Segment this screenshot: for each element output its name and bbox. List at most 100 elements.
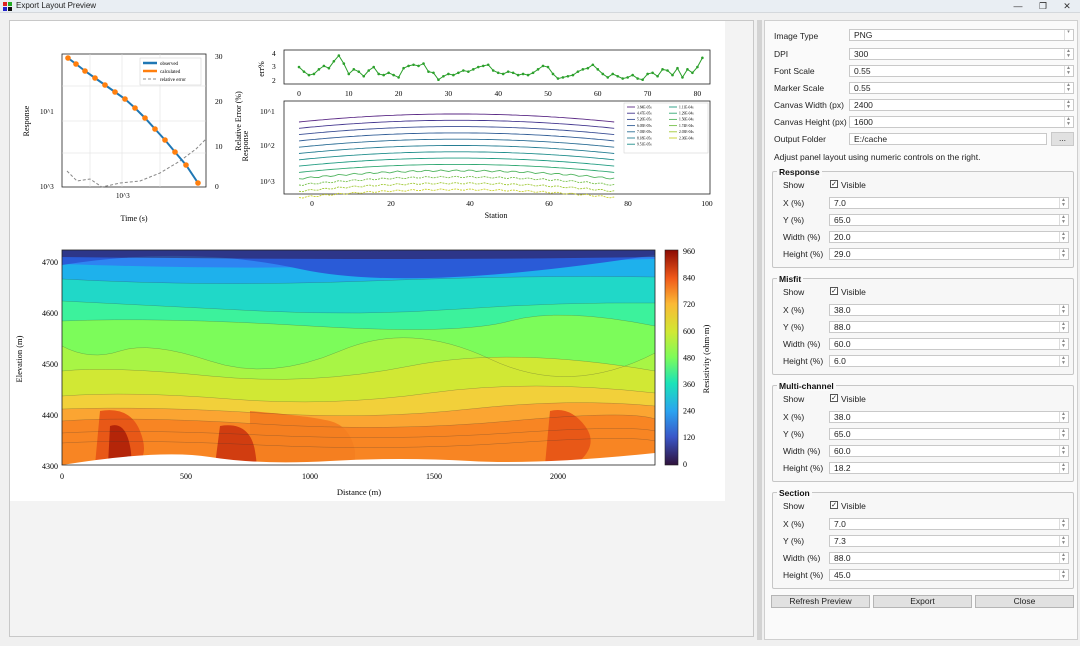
spin-arrows-icon[interactable]: ▲ ▼ [1064,83,1072,93]
spin-arrows-icon[interactable]: ▲ ▼ [1064,117,1072,127]
spin-arrows-icon[interactable]: ▲ ▼ [1059,356,1067,366]
width-label: Width (%) [783,232,821,242]
y-spinbox[interactable]: 65.0 ▲ ▼ [829,214,1069,226]
spin-arrows-icon[interactable]: ▲ ▼ [1059,463,1067,473]
misfit-point [661,68,664,71]
width-spinbox[interactable]: 60.0 ▲ ▼ [829,338,1069,350]
width-value: 88.0 [834,553,851,563]
misfit-point [422,62,425,65]
mc-legend-label: 1.50E-04s [679,118,694,122]
mc-legend-label: 1.74E-04s [679,124,694,128]
y-value: 65.0 [834,215,851,225]
visible-checkbox[interactable]: ✓ [830,287,838,295]
window-title: Export Layout Preview [16,1,97,10]
misfit-point [412,63,415,67]
spin-arrows-icon[interactable]: ▲ ▼ [1059,322,1067,332]
spin-arrows-icon[interactable]: ▲ ▼ [1059,215,1067,225]
spin-arrows-icon[interactable]: ▲ ▼ [1059,412,1067,422]
spin-arrows-icon[interactable]: ▲ ▼ [1059,232,1067,242]
canvas-height-spinbox[interactable]: 1600 ▲ ▼ [849,116,1074,128]
visible-checkbox[interactable]: ✓ [830,394,838,402]
spin-arrows-icon[interactable]: ▲ ▼ [1059,249,1067,259]
width-spinbox[interactable]: 60.0 ▲ ▼ [829,445,1069,457]
misfit-point [501,72,505,76]
calculated-marker [65,55,71,61]
y-spinbox[interactable]: 65.0 ▲ ▼ [829,428,1069,440]
calculated-marker [82,68,88,74]
mc-xtick: 20 [387,199,395,208]
group-title: Response [777,167,822,177]
output-folder-input[interactable]: E:/cache [849,133,1047,145]
section-ytick: 4300 [42,462,58,471]
multichannel-curve [298,132,615,142]
spin-arrows-icon[interactable]: ▲ ▼ [1059,339,1067,349]
panel-splitter[interactable] [757,20,762,640]
spin-arrows-icon[interactable]: ▲ ▼ [1059,553,1067,563]
spin-arrows-icon[interactable]: ▲ ▼ [1059,429,1067,439]
section-plot: 4700 4600 4500 4400 4300 0 500 1000 1500 2000 El… [14,247,711,497]
x-spinbox[interactable]: 7.0 ▲ ▼ [829,518,1069,530]
visible-label: Visible [841,394,866,404]
font-scale-spinbox[interactable]: 0.55 ▲ ▼ [849,65,1074,77]
calculated-marker [172,149,178,155]
x-spinbox[interactable]: 7.0 ▲ ▼ [829,197,1069,209]
spin-arrows-icon[interactable]: ▲ ▼ [1064,49,1072,59]
mc-legend-label: 3.84E-05s [637,105,652,109]
canvas-height-label: Canvas Height (px) [774,117,847,127]
misfit-point [686,68,689,71]
section-xtick: 1000 [302,472,318,481]
misfit-point [551,72,555,76]
width-spinbox[interactable]: 88.0 ▲ ▼ [829,552,1069,564]
marker-scale-spinbox[interactable]: 0.55 ▲ ▼ [849,82,1074,94]
minimize-button[interactable]: — [1013,1,1023,11]
misfit-point [646,72,649,76]
close-button[interactable]: Close [975,595,1074,608]
misfit-point [476,65,480,69]
spin-arrows-icon[interactable]: ▲ ▼ [1064,100,1072,110]
mc-xtick: 100 [701,199,713,208]
mc-ytick-2: 10^2 [260,141,275,150]
spin-arrows-icon[interactable]: ▲ ▼ [1059,536,1067,546]
visible-checkbox[interactable]: ✓ [830,180,838,188]
misfit-point [511,71,515,75]
x-spinbox[interactable]: 38.0 ▲ ▼ [829,304,1069,316]
height-spinbox[interactable]: 18.2 ▲ ▼ [829,462,1069,474]
image-type-select[interactable]: PNG ▾ [849,29,1074,41]
close-window-button[interactable]: ✕ [1063,1,1071,11]
browse-button[interactable]: ... [1051,132,1074,146]
misfit-point [626,76,629,79]
spin-arrows-icon[interactable]: ▲ ▼ [1064,66,1072,76]
x-value: 7.0 [834,198,846,208]
section-xlabel: Distance (m) [337,487,381,497]
dpi-spinbox[interactable]: 300 ▲ ▼ [849,48,1074,60]
spin-arrows-icon[interactable]: ▲ ▼ [1059,305,1067,315]
width-spinbox[interactable]: 20.0 ▲ ▼ [829,231,1069,243]
spin-arrows-icon[interactable]: ▲ ▼ [1059,198,1067,208]
visible-checkbox[interactable]: ✓ [830,501,838,509]
restore-button[interactable]: ❐ [1038,1,1048,11]
panel-group-multi-channel: Multi-channel Show ✓ Visible X (%) 38.0 ▲ ▼… [772,381,1074,482]
section-contours [62,250,655,465]
y-spinbox[interactable]: 7.3 ▲ ▼ [829,535,1069,547]
misfit-point [452,73,455,77]
height-spinbox[interactable]: 29.0 ▲ ▼ [829,248,1069,260]
spin-arrows-icon[interactable]: ▲ ▼ [1059,570,1067,580]
misfit-point [337,54,341,57]
spin-arrows-icon[interactable]: ▲ ▼ [1059,519,1067,529]
colorbar-tick: 120 [683,433,695,442]
misfit-line [298,54,703,81]
y-spinbox[interactable]: 88.0 ▲ ▼ [829,321,1069,333]
spin-arrows-icon[interactable]: ▲ ▼ [1059,446,1067,456]
canvas-width-spinbox[interactable]: 2400 ▲ ▼ [849,99,1074,111]
misfit-point [516,73,520,77]
export-button[interactable]: Export [873,595,972,608]
height-spinbox[interactable]: 45.0 ▲ ▼ [829,569,1069,581]
refresh-preview-button[interactable]: Refresh Preview [771,595,870,608]
section-xtick: 0 [60,472,64,481]
misfit-point [611,72,615,76]
layout-hint: Adjust panel layout using numeric contro… [774,152,981,162]
misfit-point [671,73,674,77]
height-spinbox[interactable]: 6.0 ▲ ▼ [829,355,1069,367]
x-spinbox[interactable]: 38.0 ▲ ▼ [829,411,1069,423]
multichannel-curve [298,182,615,193]
